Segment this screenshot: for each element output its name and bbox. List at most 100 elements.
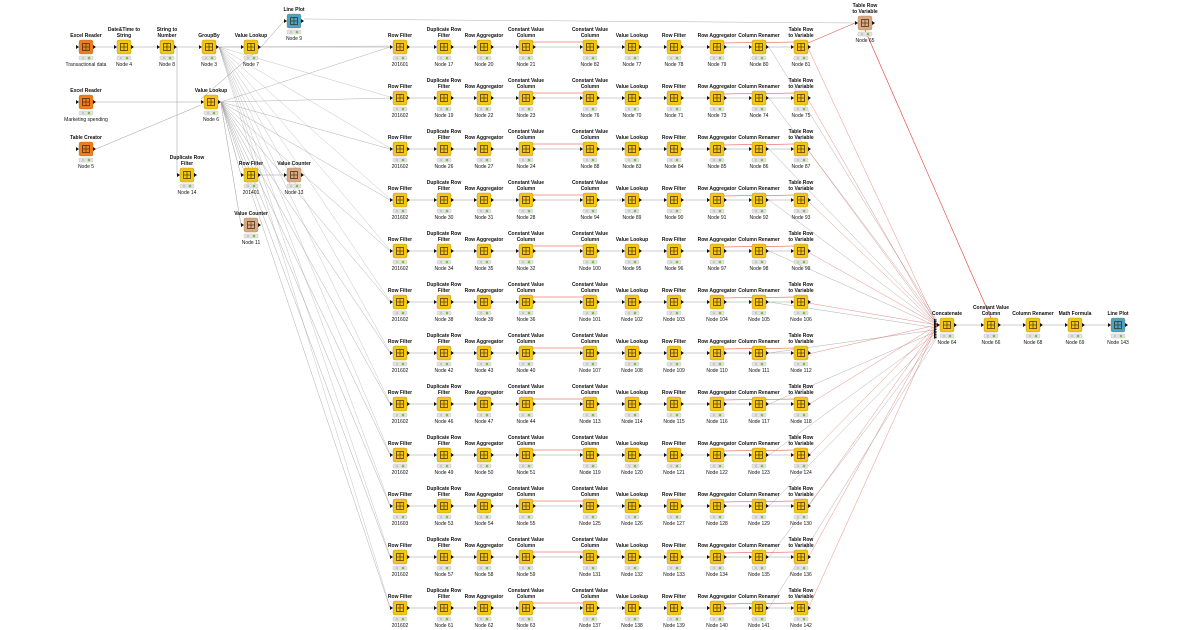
output-port[interactable] xyxy=(766,249,769,253)
output-port[interactable] xyxy=(451,351,454,355)
output-port[interactable] xyxy=(93,45,96,49)
output-port[interactable] xyxy=(258,45,261,49)
input-port[interactable] xyxy=(664,351,667,355)
output-port[interactable] xyxy=(451,555,454,559)
input-port[interactable] xyxy=(707,606,710,610)
input-port[interactable] xyxy=(516,249,519,253)
input-port[interactable] xyxy=(707,96,710,100)
output-port[interactable] xyxy=(194,173,197,177)
output-port[interactable] xyxy=(639,147,642,151)
output-port[interactable] xyxy=(491,45,494,49)
input-port[interactable] xyxy=(516,198,519,202)
node-constant-value-column[interactable]: Constant ValueColumnConstant Value Colum… xyxy=(572,435,608,476)
input-port[interactable] xyxy=(622,198,625,202)
input-port[interactable] xyxy=(516,147,519,151)
input-port[interactable] xyxy=(622,45,625,49)
input-port[interactable] xyxy=(749,45,752,49)
input-port[interactable] xyxy=(664,606,667,610)
input-port[interactable] xyxy=(76,45,79,49)
output-port[interactable] xyxy=(681,96,684,100)
output-port[interactable] xyxy=(724,555,727,559)
input-port[interactable] xyxy=(791,147,794,151)
node-constant-value-column[interactable]: Constant ValueColumnConstant Value Colum… xyxy=(508,231,544,272)
output-port[interactable] xyxy=(766,351,769,355)
concatenate-input-port[interactable] xyxy=(934,333,937,336)
input-port[interactable] xyxy=(622,351,625,355)
node-groupby[interactable]: GroupByGroupByNode 3 xyxy=(198,33,220,68)
node-constant-value-column[interactable]: Constant ValueColumnConstant Value Colum… xyxy=(572,180,608,221)
output-port[interactable] xyxy=(681,300,684,304)
input-port[interactable] xyxy=(664,96,667,100)
node-constant-value-column[interactable]: Constant ValueColumnConstant Value Colum… xyxy=(572,78,608,119)
input-port[interactable] xyxy=(749,351,752,355)
concatenate-input-port[interactable] xyxy=(934,323,937,326)
output-port[interactable] xyxy=(407,147,410,151)
output-port[interactable] xyxy=(258,173,261,177)
output-port[interactable] xyxy=(681,504,684,508)
output-port[interactable] xyxy=(407,402,410,406)
input-port[interactable] xyxy=(707,453,710,457)
input-port[interactable] xyxy=(791,351,794,355)
concatenate-input-port[interactable] xyxy=(934,331,937,334)
output-port[interactable] xyxy=(597,402,600,406)
input-port[interactable] xyxy=(707,147,710,151)
output-port[interactable] xyxy=(808,249,811,253)
input-port[interactable] xyxy=(390,300,393,304)
output-port[interactable] xyxy=(766,402,769,406)
output-port[interactable] xyxy=(639,555,642,559)
output-port[interactable] xyxy=(808,504,811,508)
concatenate-input-port[interactable] xyxy=(934,334,937,338)
input-port[interactable] xyxy=(434,351,437,355)
output-port[interactable] xyxy=(451,453,454,457)
input-port[interactable] xyxy=(284,19,287,23)
node-constant-value-column[interactable]: Constant ValueColumnConstant Value Colum… xyxy=(572,231,608,272)
input-port[interactable] xyxy=(749,198,752,202)
output-port[interactable] xyxy=(808,45,811,49)
input-port[interactable] xyxy=(390,96,393,100)
input-port[interactable] xyxy=(434,45,437,49)
input-port[interactable] xyxy=(664,198,667,202)
input-port[interactable] xyxy=(434,606,437,610)
output-port[interactable] xyxy=(491,300,494,304)
output-port[interactable] xyxy=(301,173,304,177)
node-constant-value-column[interactable]: Constant ValueColumnConstant Value Colum… xyxy=(572,537,608,578)
output-port[interactable] xyxy=(681,198,684,202)
output-port[interactable] xyxy=(681,147,684,151)
concatenate-input-port[interactable] xyxy=(934,326,937,330)
input-port[interactable] xyxy=(474,249,477,253)
concatenate-input-port[interactable] xyxy=(934,320,937,323)
input-port[interactable] xyxy=(114,45,117,49)
output-port[interactable] xyxy=(491,402,494,406)
node-duplicate-row-filter[interactable]: Duplicate RowFilterDuplicate Row FilterN… xyxy=(427,486,462,527)
output-port[interactable] xyxy=(533,606,536,610)
output-port[interactable] xyxy=(131,45,134,49)
output-port[interactable] xyxy=(491,96,494,100)
input-port[interactable] xyxy=(664,453,667,457)
input-port[interactable] xyxy=(622,402,625,406)
input-port[interactable] xyxy=(474,606,477,610)
